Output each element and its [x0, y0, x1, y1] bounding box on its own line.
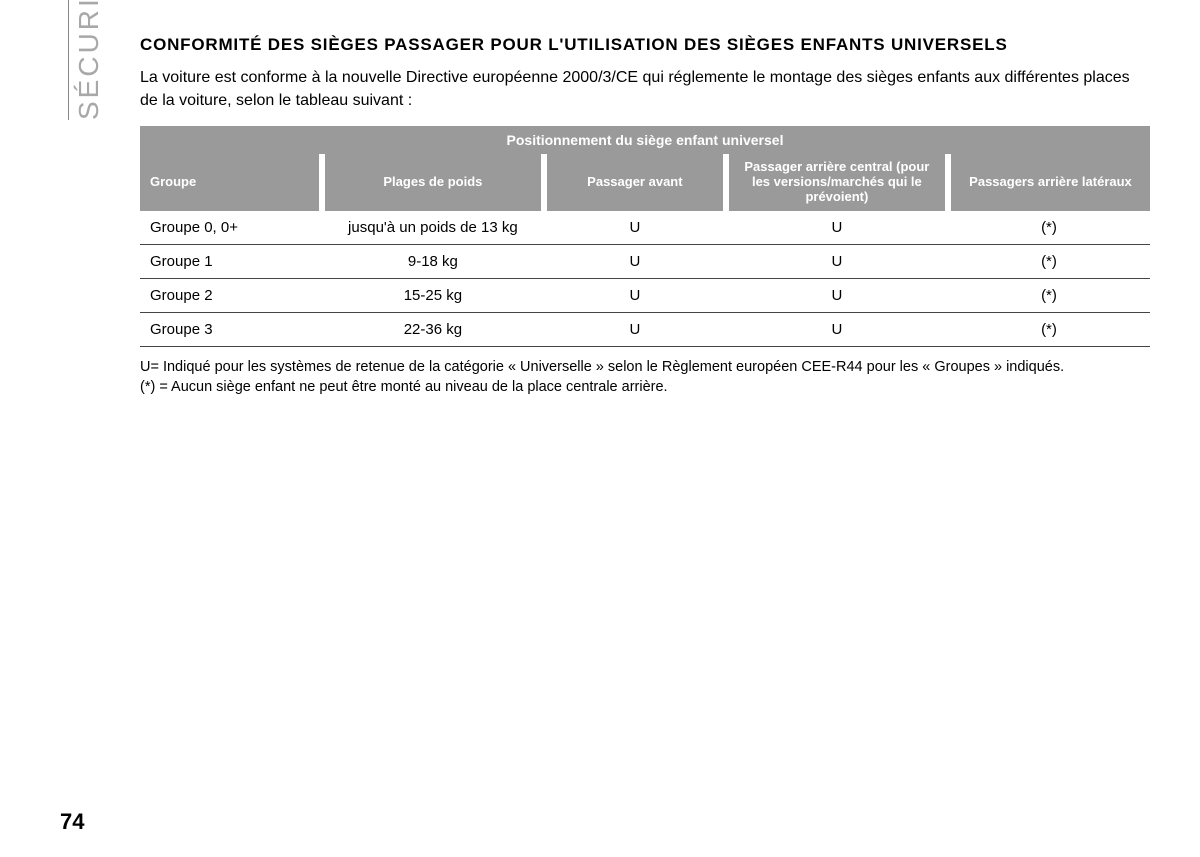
- col-header: Passagers arrière latéraux: [948, 154, 1150, 211]
- cell: 22-36 kg: [322, 312, 544, 346]
- col-header: Passager avant: [544, 154, 726, 211]
- cell: (*): [948, 211, 1150, 245]
- cell: Groupe 0, 0+: [140, 211, 322, 245]
- col-header: Groupe: [140, 154, 322, 211]
- note-line: U= Indiqué pour les systèmes de retenue …: [140, 357, 1150, 377]
- cell: U: [726, 244, 948, 278]
- table-row: Groupe 1 9-18 kg U U (*): [140, 244, 1150, 278]
- page-number: 74: [60, 809, 84, 835]
- table-notes: U= Indiqué pour les systèmes de retenue …: [140, 357, 1150, 398]
- table-row: Groupe 3 22-36 kg U U (*): [140, 312, 1150, 346]
- cell: Groupe 3: [140, 312, 322, 346]
- cell: U: [726, 312, 948, 346]
- table-body: Groupe 0, 0+ jusqu'à un poids de 13 kg U…: [140, 211, 1150, 347]
- table-row: Groupe 2 15-25 kg U U (*): [140, 278, 1150, 312]
- cell: Groupe 1: [140, 244, 322, 278]
- cell: U: [544, 312, 726, 346]
- cell: Groupe 2: [140, 278, 322, 312]
- section-label: SÉCURITÉ: [68, 0, 105, 120]
- cell: (*): [948, 312, 1150, 346]
- child-seat-table: Positionnement du siège enfant universel…: [140, 126, 1150, 347]
- table-row: Groupe 0, 0+ jusqu'à un poids de 13 kg U…: [140, 211, 1150, 245]
- col-header: Passager arrière central (pour les versi…: [726, 154, 948, 211]
- cell: 9-18 kg: [322, 244, 544, 278]
- table-header-row: Groupe Plages de poids Passager avant Pa…: [140, 154, 1150, 211]
- cell: U: [544, 278, 726, 312]
- page-heading: CONFORMITÉ DES SIÈGES PASSAGER POUR L'UT…: [140, 34, 1150, 55]
- cell: 15-25 kg: [322, 278, 544, 312]
- cell: U: [544, 211, 726, 245]
- cell: U: [726, 278, 948, 312]
- intro-paragraph: La voiture est conforme à la nouvelle Di…: [140, 67, 1150, 112]
- cell: jusqu'à un poids de 13 kg: [322, 211, 544, 245]
- table-title: Positionnement du siège enfant universel: [140, 126, 1150, 154]
- page-content: CONFORMITÉ DES SIÈGES PASSAGER POUR L'UT…: [140, 34, 1150, 397]
- cell: U: [726, 211, 948, 245]
- cell: (*): [948, 278, 1150, 312]
- cell: U: [544, 244, 726, 278]
- note-line: (*) = Aucun siège enfant ne peut être mo…: [140, 377, 1150, 397]
- cell: (*): [948, 244, 1150, 278]
- col-header: Plages de poids: [322, 154, 544, 211]
